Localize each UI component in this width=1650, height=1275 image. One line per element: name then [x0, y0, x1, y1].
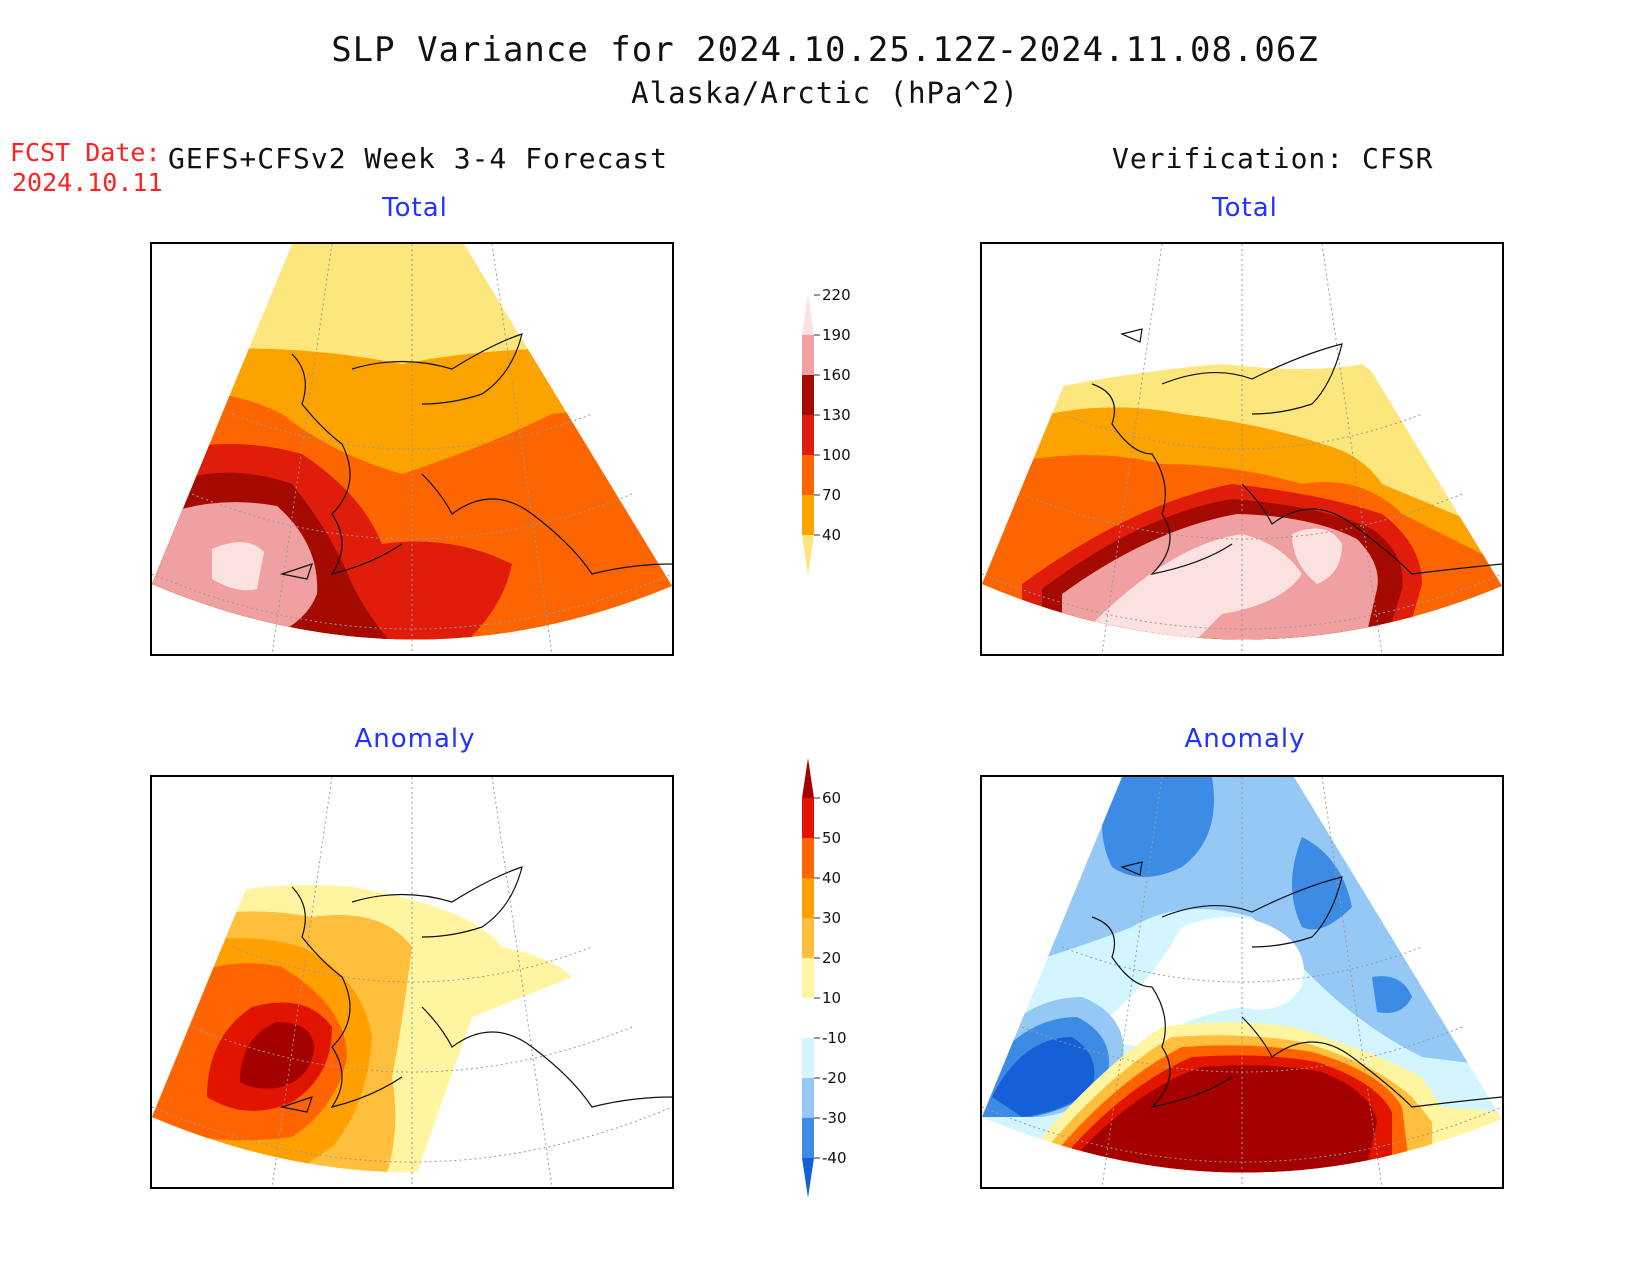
total-colorbar-segment — [802, 535, 814, 575]
anomaly-colorbar-segment — [802, 918, 814, 958]
anomaly-colorbar-label: -20 — [822, 1069, 847, 1087]
anomaly-colorbar-segment — [802, 1118, 814, 1158]
forecast-total-map — [150, 242, 674, 656]
total-colorbar-label: 130 — [822, 406, 851, 424]
total-colorbar-label: 220 — [822, 286, 851, 304]
verification-anomaly-map — [980, 775, 1504, 1189]
anomaly-colorbar-label: 10 — [822, 989, 842, 1007]
anomaly-colorbar-segment — [802, 758, 814, 798]
verification-column-header: Verification: CFSR — [1112, 142, 1434, 175]
anomaly-colorbar-label: 20 — [822, 949, 842, 967]
anomaly-colorbar-segment — [802, 1038, 814, 1078]
total-colorbar-segment — [802, 455, 814, 495]
total-colorbar-segment — [802, 375, 814, 415]
forecast-column-header: GEFS+CFSv2 Week 3-4 Forecast — [168, 142, 669, 175]
anomaly-colorbar-segment — [802, 838, 814, 878]
fcst-date-label: FCST Date: — [10, 138, 161, 167]
total-colorbar-label: 160 — [822, 366, 851, 384]
total-colorbar-segment — [802, 415, 814, 455]
anomaly-colorbar-segment — [802, 878, 814, 918]
total-colorbar-segment — [802, 295, 814, 335]
total-colorbar-segment — [802, 495, 814, 535]
anomaly-colorbar-segment — [802, 998, 814, 1038]
anomaly-colorbar-segment — [802, 1158, 814, 1198]
anomaly-colorbar-segment — [802, 958, 814, 998]
anomaly-colorbar-label: -10 — [822, 1029, 847, 1047]
anomaly-colorbar-segment — [802, 798, 814, 838]
anomaly-colorbar-label: 40 — [822, 869, 842, 887]
fcst-date-value: 2024.10.11 — [12, 168, 163, 197]
chart-title: SLP Variance for 2024.10.25.12Z-2024.11.… — [331, 30, 1319, 70]
total-colorbar-label: 190 — [822, 326, 851, 344]
verification-total-map — [980, 242, 1504, 656]
verification-anomaly-title: Anomaly — [1184, 724, 1306, 754]
total-colorbar: 40 70 100 130 160 190 220 — [802, 285, 882, 615]
anomaly-colorbar: -40 -30 -20 -10 10 20 30 40 50 60 — [802, 758, 882, 1208]
chart-subtitle: Alaska/Arctic (hPa^2) — [631, 76, 1019, 110]
forecast-anomaly-map — [150, 775, 674, 1189]
verification-total-title: Total — [1212, 193, 1278, 223]
total-colorbar-label: 70 — [822, 486, 842, 504]
forecast-total-title: Total — [382, 193, 448, 223]
forecast-anomaly-title: Anomaly — [354, 724, 476, 754]
anomaly-colorbar-segment — [802, 1078, 814, 1118]
anomaly-colorbar-label: 60 — [822, 789, 842, 807]
anomaly-colorbar-label: -30 — [822, 1109, 847, 1127]
total-colorbar-label: 40 — [822, 526, 842, 544]
anomaly-colorbar-label: 30 — [822, 909, 842, 927]
total-colorbar-label: 100 — [822, 446, 851, 464]
anomaly-colorbar-label: 50 — [822, 829, 842, 847]
anomaly-colorbar-label: -40 — [822, 1149, 847, 1167]
total-colorbar-segment — [802, 335, 814, 375]
